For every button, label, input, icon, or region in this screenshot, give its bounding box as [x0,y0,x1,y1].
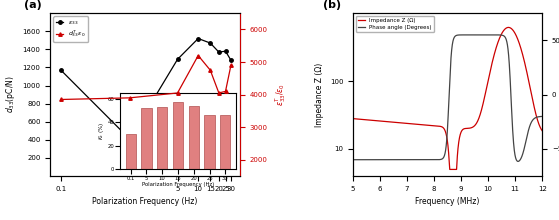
$\varepsilon_{33}$ [222,50,229,53]
Impedance Z (Ω) [505,26,512,29]
Phase angle (Degrees) [534,116,541,119]
Phase angle (Degrees) [350,158,357,161]
Line: $d^T_{33}\varepsilon_0$: $d^T_{33}\varepsilon_0$ [59,54,233,101]
Impedance Z (Ω) [533,116,540,119]
Phase angle (Degrees) [499,34,505,37]
Legend: Impedance Z (Ω), Phase angle (Degrees): Impedance Z (Ω), Phase angle (Degrees) [356,16,434,32]
Phase angle (Degrees) [484,34,491,36]
Phase angle (Degrees) [533,116,540,119]
Impedance Z (Ω) [442,129,448,132]
Y-axis label: $d_{33}$(pC/N): $d_{33}$(pC/N) [4,76,17,114]
Phase angle (Degrees) [359,158,366,161]
Y-axis label: $\varepsilon^T_{33}/\varepsilon_0$: $\varepsilon^T_{33}/\varepsilon_0$ [273,83,288,106]
$\varepsilon_{33}$ [195,37,202,40]
Impedance Z (Ω) [359,118,366,121]
Impedance Z (Ω) [437,125,443,128]
Line: $\varepsilon_{33}$: $\varepsilon_{33}$ [59,37,233,141]
Phase angle (Degrees) [515,160,522,163]
$\varepsilon_{33}$ [58,69,64,72]
Y-axis label: Impedance Z (Ω): Impedance Z (Ω) [315,62,324,127]
X-axis label: Frequency (MHz): Frequency (MHz) [415,197,480,206]
Legend: $\varepsilon_{33}$, $d^T_{33}\varepsilon_0$: $\varepsilon_{33}$, $d^T_{33}\varepsilon… [54,16,88,42]
Phase angle (Degrees) [539,115,546,118]
Impedance Z (Ω) [539,130,546,132]
Text: (a): (a) [24,0,41,10]
Text: (b): (b) [323,0,341,10]
$d^T_{33}\varepsilon_0$ [58,98,64,101]
Phase angle (Degrees) [437,158,443,161]
$d^T_{33}\varepsilon_0$ [228,64,234,67]
$\varepsilon_{33}$ [228,59,234,62]
Impedance Z (Ω) [499,32,505,34]
X-axis label: Polarization Frequency (Hz): Polarization Frequency (Hz) [92,197,197,206]
$d^T_{33}\varepsilon_0$ [195,54,202,57]
Impedance Z (Ω) [446,168,453,171]
$d^T_{33}\varepsilon_0$ [216,92,222,94]
$d^T_{33}\varepsilon_0$ [126,97,133,99]
$d^T_{33}\varepsilon_0$ [222,90,229,93]
Line: Impedance Z (Ω): Impedance Z (Ω) [353,28,542,169]
$\varepsilon_{33}$ [207,42,214,44]
Impedance Z (Ω) [534,117,541,119]
$\varepsilon_{33}$ [216,51,222,53]
$d^T_{33}\varepsilon_0$ [174,92,181,94]
$\varepsilon_{33}$ [126,138,133,140]
Line: Phase angle (Degrees): Phase angle (Degrees) [353,35,542,161]
Impedance Z (Ω) [350,117,357,120]
Phase angle (Degrees) [442,152,448,155]
$\varepsilon_{33}$ [174,58,181,61]
$d^T_{33}\varepsilon_0$ [207,69,214,72]
